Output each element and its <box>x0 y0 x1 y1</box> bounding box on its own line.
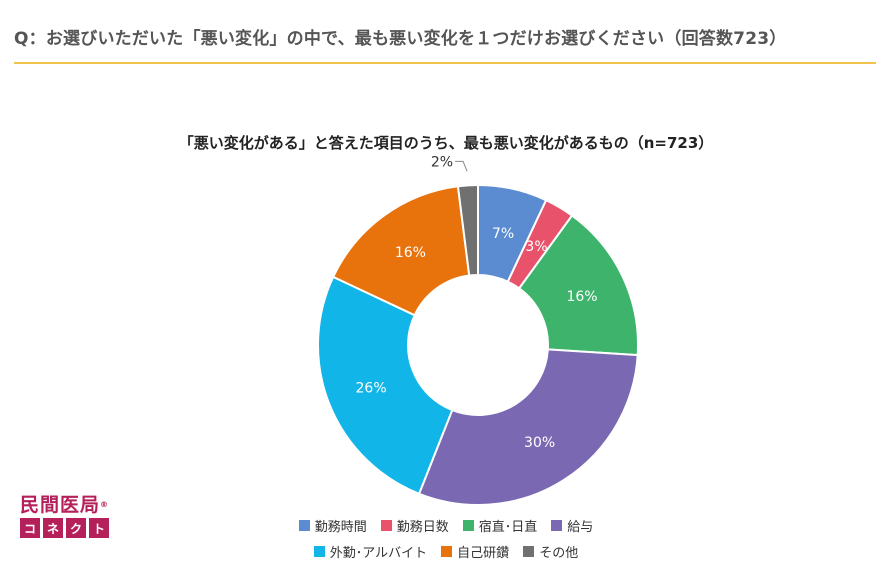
slice-label-7: 2% <box>431 154 453 170</box>
logo-char-2: ネ <box>43 518 63 538</box>
legend-label-4: 給与 <box>567 520 594 535</box>
donut-slice-6 <box>331 185 471 317</box>
legend-swatch-6 <box>441 546 453 557</box>
header-divider <box>14 62 876 64</box>
legend-item-4: 給与 <box>551 516 593 535</box>
logo-char-4: ト <box>89 518 109 538</box>
legend-label-7: その他 <box>539 546 579 561</box>
legend-label-2: 勤務日数 <box>396 520 449 535</box>
slice-label-6: 16% <box>395 245 426 261</box>
legend-label-3: 宿直･日直 <box>478 520 538 535</box>
legend-swatch-2 <box>380 520 392 531</box>
legend-label-5: 外勤･アルバイト <box>329 546 428 561</box>
legend-item-2: 勤務日数 <box>380 516 449 535</box>
logo-registered-mark: ® <box>100 500 110 509</box>
brand-logo: 民間医局® コ ネ ク ト <box>20 494 118 538</box>
legend-swatch-4 <box>551 520 563 531</box>
legend-item-6: 自己研鑽 <box>441 542 509 561</box>
logo-char-1: コ <box>20 518 40 538</box>
legend-swatch-5 <box>313 546 325 557</box>
donut-slice-4 <box>417 348 639 506</box>
legend-label-1: 勤務時間 <box>314 520 367 535</box>
legend-label-6: 自己研鑽 <box>457 546 510 561</box>
legend-item-5: 外勤･アルバイト <box>313 542 428 561</box>
logo-wordmark: 民間医局 <box>20 494 101 516</box>
chart-title: 「悪い変化がある」と答えた項目のうち、最も悪い変化があるもの（n=723） <box>178 134 714 152</box>
slice-label-5: 26% <box>356 380 387 396</box>
donut-slice-7 <box>456 183 479 277</box>
slice-label-3: 16% <box>566 289 597 305</box>
legend-row-1: 勤務時間 勤務日数 宿直･日直 給与 <box>0 516 892 535</box>
legend-swatch-1 <box>298 520 310 531</box>
slice-label-1: 7% <box>492 226 514 242</box>
slice-label-2: 3% <box>525 239 547 255</box>
donut-slice-5 <box>317 275 454 496</box>
legend-item-7: その他 <box>523 542 578 561</box>
question-text: Q：お選びいただいた「悪い変化」の中で、最も悪い変化を１つだけお選びください（回… <box>14 29 787 49</box>
legend-item-1: 勤務時間 <box>298 516 367 535</box>
logo-char-3: ク <box>66 518 86 538</box>
legend-swatch-3 <box>462 520 474 531</box>
legend-row-2: 外勤･アルバイト 自己研鑽 その他 <box>0 542 892 561</box>
donut-slice-3 <box>517 214 639 357</box>
slice-label-4: 30% <box>524 435 555 451</box>
slice-leader-line-7 <box>455 160 468 172</box>
legend-swatch-7 <box>523 546 535 557</box>
legend-item-3: 宿直･日直 <box>462 516 538 535</box>
